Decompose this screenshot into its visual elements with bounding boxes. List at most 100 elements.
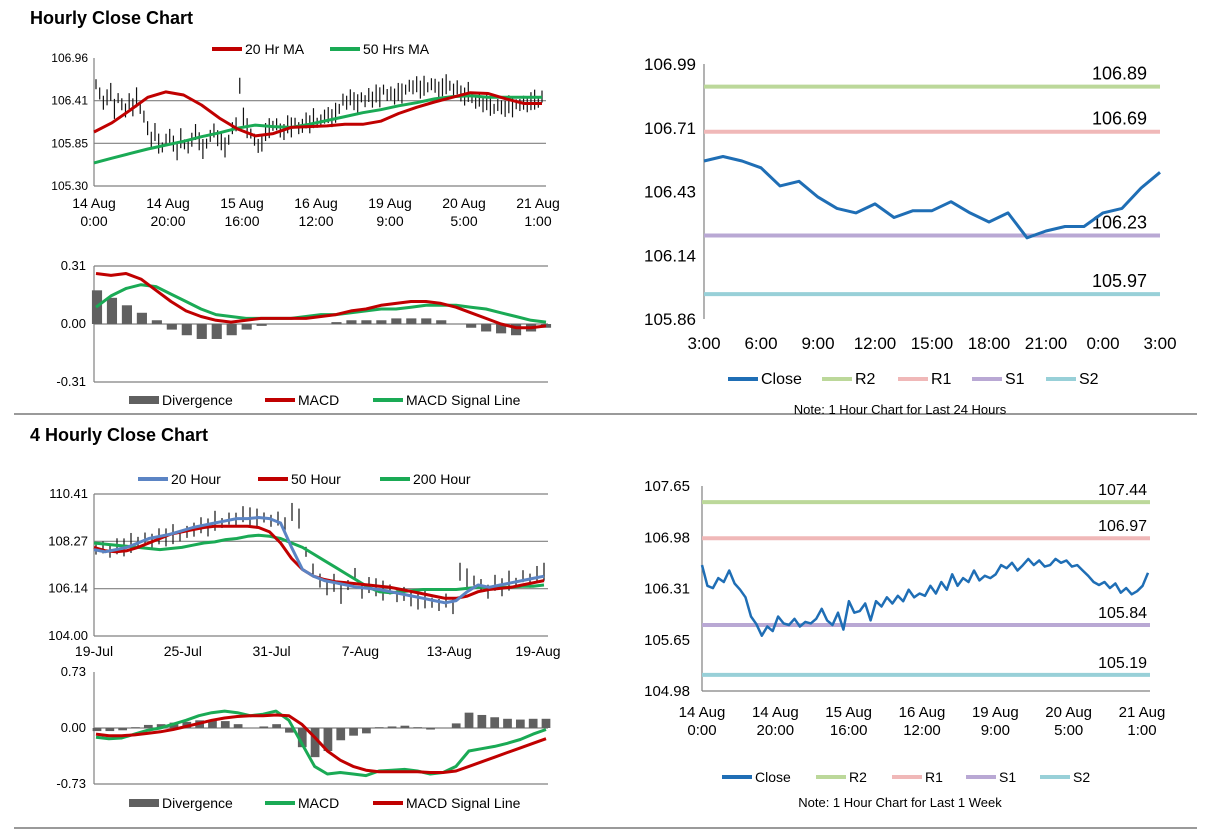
y-tick-label: 106.41: [51, 94, 88, 108]
legend-label: R1: [925, 769, 943, 785]
close-line: [700, 557, 1150, 637]
x-tick-label: 3:00: [1143, 334, 1176, 353]
macd-signal-line: [95, 713, 547, 774]
y-tick-label: 106.31: [644, 581, 690, 598]
divergence-bar: [181, 324, 192, 336]
y-tick-label: 104.00: [48, 628, 88, 643]
divergence-bar: [426, 728, 435, 730]
x-tick-label: 14 Aug: [72, 195, 116, 211]
divergence-bar: [464, 712, 474, 728]
legend-label: MACD Signal Line: [406, 795, 521, 811]
y-tick-label: 106.96: [51, 51, 88, 65]
ma-20-line: [93, 516, 545, 605]
divergence-bar: [346, 320, 357, 324]
x-tick-label: 13-Aug: [427, 643, 472, 659]
legend-swatch: [129, 799, 159, 807]
y-tick-label: 107.65: [644, 478, 690, 495]
divergence-bar: [481, 324, 492, 332]
x-tick-label: 31-Jul: [253, 643, 291, 659]
divergence-bar: [503, 718, 512, 728]
x-tick-label: 15:00: [911, 334, 954, 353]
x-tick-label: 18:00: [968, 334, 1011, 353]
divergence-bar: [510, 324, 522, 336]
four-hourly-section-title: 4 Hourly Close Chart: [30, 425, 209, 445]
x-tick-label: 16 Aug: [899, 704, 946, 721]
bottom-divider: [14, 827, 1197, 829]
y-tick-label: 106.71: [644, 119, 696, 138]
x-tick-label: 25-Jul: [164, 643, 202, 659]
y-tick-label: 106.43: [644, 183, 696, 202]
x-tick-label: 12:00: [854, 334, 897, 353]
divergence-bar: [436, 320, 447, 324]
legend-label: S2: [1073, 769, 1090, 785]
chart-note: Note: 1 Hour Chart for Last 24 Hours: [794, 402, 1007, 417]
x-tick-label: 16 Aug: [294, 195, 338, 211]
divergence-bar: [421, 318, 432, 324]
y-tick-label: 0.00: [61, 720, 86, 735]
x-tick-label: 12:00: [298, 213, 333, 229]
legend-label: R1: [931, 371, 952, 388]
level-label-r1: 106.69: [1092, 109, 1147, 129]
divergence-bar: [376, 320, 387, 324]
x-tick-label: 3:00: [687, 334, 720, 353]
divergence-bar: [336, 728, 346, 741]
x-tick-label: 16:00: [830, 722, 868, 739]
divergence-bar: [466, 324, 477, 328]
divergence-bar: [226, 324, 237, 336]
x-tick-label: 7-Aug: [342, 643, 379, 659]
divergence-bar: [400, 725, 410, 728]
level-label-r2: 107.44: [1098, 482, 1147, 499]
legend-label: R2: [849, 769, 867, 785]
divergence-bar: [361, 320, 372, 324]
y-tick-label: -0.73: [56, 776, 86, 791]
divergence-bar: [391, 318, 402, 324]
legend-label: 20 Hour: [171, 471, 221, 487]
y-tick-label: 0.31: [61, 258, 86, 273]
y-tick-label: 105.65: [644, 632, 690, 649]
divergence-bar: [496, 324, 507, 334]
divergence-bar: [259, 726, 269, 728]
divergence-bar: [285, 728, 294, 733]
divergence-bar: [413, 727, 423, 728]
x-tick-label: 21 Aug: [516, 195, 560, 211]
level-label-s2: 105.97: [1092, 271, 1147, 291]
divergence-bar: [211, 324, 222, 339]
legend-swatch: [129, 396, 159, 404]
x-tick-label: 6:00: [744, 334, 777, 353]
divergence-bar: [220, 721, 230, 728]
level-label-r1: 106.97: [1098, 518, 1147, 535]
divergence-bar: [541, 718, 551, 728]
legend-label: 200 Hour: [413, 471, 471, 487]
legend-label: 50 Hrs MA: [363, 41, 430, 57]
x-tick-label: 5:00: [1054, 722, 1083, 739]
legend-label: 20 Hr MA: [245, 41, 305, 57]
y-tick-label: 106.99: [644, 55, 696, 74]
divergence-bar: [118, 728, 128, 731]
x-tick-label: 14 Aug: [679, 704, 726, 721]
x-tick-label: 19 Aug: [368, 195, 412, 211]
x-tick-label: 19-Aug: [515, 643, 560, 659]
close-line: [703, 155, 1161, 240]
macd-line: [95, 272, 547, 330]
legend-label: S1: [999, 769, 1016, 785]
y-tick-label: 104.98: [644, 683, 690, 700]
x-tick-label: 20 Aug: [1045, 704, 1092, 721]
x-tick-label: 1:00: [524, 213, 551, 229]
x-tick-label: 20 Aug: [442, 195, 486, 211]
divergence-bar: [515, 719, 525, 728]
divergence-bar: [406, 318, 417, 324]
divergence-bar: [136, 312, 147, 324]
divergence-bar: [256, 324, 267, 326]
divergence-bar: [331, 322, 342, 324]
x-tick-label: 21 Aug: [1119, 704, 1166, 721]
legend-label: MACD: [298, 392, 339, 408]
legend-label: Close: [761, 371, 802, 388]
x-tick-label: 19-Jul: [75, 643, 113, 659]
divergence-bar: [208, 720, 217, 728]
x-tick-label: 5:00: [450, 213, 477, 229]
divergence-bar: [233, 724, 243, 728]
y-tick-label: 106.14: [48, 581, 88, 596]
x-tick-label: 1:00: [1127, 722, 1156, 739]
x-tick-label: 15 Aug: [220, 195, 264, 211]
